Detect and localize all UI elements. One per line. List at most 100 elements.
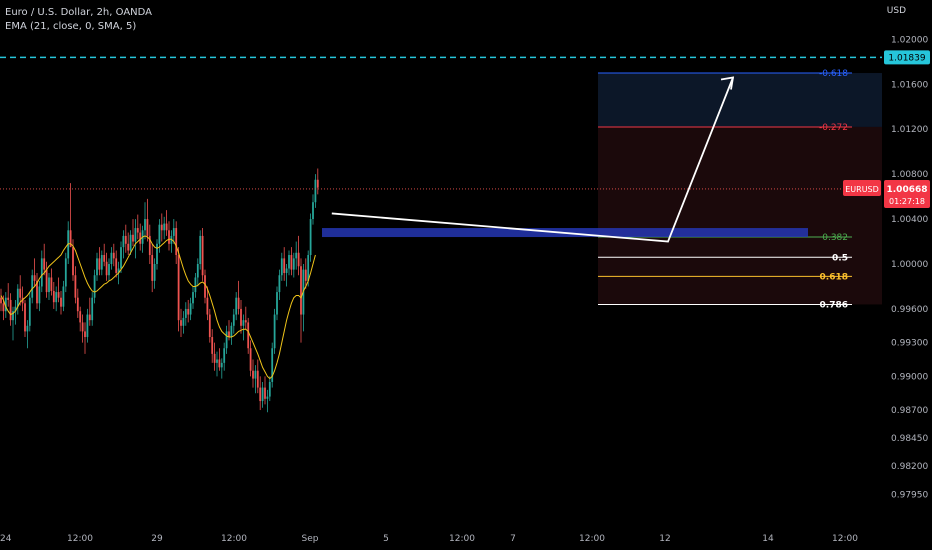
candle	[2, 303, 5, 312]
candle	[158, 224, 161, 244]
candle	[264, 387, 266, 399]
candle	[184, 308, 187, 318]
candle	[62, 286, 65, 307]
candle	[69, 230, 72, 248]
candle	[160, 224, 163, 231]
candle	[172, 228, 175, 236]
candle	[151, 255, 154, 281]
candle	[52, 290, 55, 303]
candle	[290, 255, 293, 270]
price-tick-label: 1.01600	[891, 80, 928, 90]
candle	[40, 258, 43, 287]
candle	[105, 261, 108, 276]
candle	[278, 275, 281, 293]
candle	[146, 219, 149, 236]
candle	[112, 252, 115, 259]
candle	[117, 268, 120, 273]
projection-path	[331, 77, 734, 243]
price-tick-label: 0.99600	[891, 305, 928, 315]
candle	[216, 359, 218, 363]
time-tick-label: 12:00	[449, 534, 475, 544]
candle	[7, 297, 10, 300]
target-line-badge	[884, 50, 930, 65]
candle	[55, 292, 58, 303]
candle	[220, 362, 223, 368]
candle	[19, 288, 22, 298]
candle	[225, 331, 228, 349]
candle	[96, 258, 98, 276]
candle	[307, 255, 310, 281]
candle	[115, 258, 118, 273]
candle	[31, 275, 34, 298]
ema-line	[0, 235, 316, 380]
candle	[9, 299, 12, 321]
candle	[228, 331, 230, 338]
candle	[194, 277, 197, 293]
candle	[192, 292, 194, 304]
candle	[93, 275, 96, 298]
time-tick-label: 14	[762, 534, 774, 544]
price-tick-label: 1.00800	[891, 170, 928, 180]
candle	[242, 320, 245, 326]
candle	[295, 252, 298, 259]
candle	[276, 292, 278, 315]
candle	[153, 264, 156, 281]
candle	[285, 268, 288, 273]
price-axis[interactable]	[882, 0, 932, 550]
fib-level-label-2: 0.382	[822, 233, 848, 243]
candle	[98, 258, 101, 270]
candle	[108, 264, 110, 276]
candle	[252, 370, 254, 379]
price-tick-label: 1.02000	[891, 35, 928, 45]
time-tick-label: Sep	[302, 534, 319, 544]
candle	[256, 370, 259, 388]
price-tick-label: 0.99000	[891, 372, 928, 382]
candle	[4, 297, 7, 312]
candle	[16, 288, 19, 307]
candle	[127, 243, 130, 251]
fib-zone-upper	[598, 73, 882, 127]
candle	[168, 230, 170, 244]
candle	[88, 314, 91, 321]
candle	[254, 370, 257, 379]
candle	[60, 297, 62, 307]
fib-level-label-0: -0.618	[819, 69, 848, 79]
time-tick-label: 7	[510, 534, 516, 544]
time-tick-label: 29	[151, 534, 163, 544]
time-tick-label: 12:00	[579, 534, 605, 544]
time-tick-label: 24	[0, 534, 12, 544]
target-line-value: 1.01839	[888, 53, 925, 63]
price-tick-label: 1.00000	[891, 260, 928, 270]
candle	[288, 255, 290, 269]
fib-level-label-3: 0.5	[832, 253, 848, 263]
candle	[189, 303, 192, 315]
candle	[266, 396, 269, 399]
candle	[163, 223, 166, 231]
candle	[103, 255, 106, 262]
candle	[72, 247, 74, 276]
candle	[309, 219, 312, 256]
symbol-tag-label: EURUSD	[845, 185, 879, 194]
bar-countdown: 01:27:18	[889, 197, 925, 206]
candle	[244, 320, 247, 323]
candle	[283, 258, 286, 273]
chart-legend: Euro / U.S. Dollar, 2h, OANDA EMA (21, c…	[5, 6, 152, 34]
indicator-label: EMA (21, close, 0, SMA, 5)	[5, 21, 137, 32]
candle	[12, 311, 14, 321]
candle	[122, 235, 125, 248]
candle	[273, 314, 276, 349]
candle	[232, 314, 235, 326]
candle	[259, 387, 262, 402]
candle	[28, 297, 31, 326]
candle	[196, 264, 199, 278]
candle	[110, 252, 113, 264]
candle	[156, 243, 158, 264]
candle	[204, 275, 206, 298]
candle	[180, 320, 182, 326]
candle	[43, 258, 46, 270]
candle	[148, 235, 151, 256]
candle	[38, 286, 41, 304]
candle	[86, 314, 89, 338]
candle	[237, 297, 240, 309]
